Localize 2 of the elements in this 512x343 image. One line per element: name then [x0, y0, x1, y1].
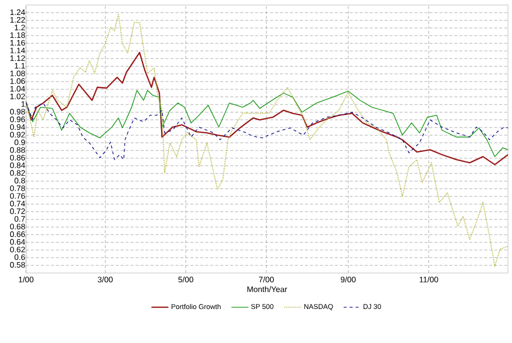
line-series	[26, 102, 508, 160]
line-series	[26, 90, 508, 158]
